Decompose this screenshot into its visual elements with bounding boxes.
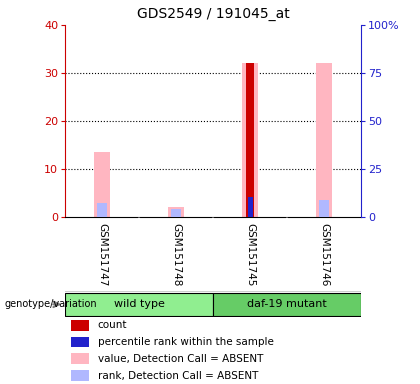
Bar: [247, 63, 254, 217]
Text: value, Detection Call = ABSENT: value, Detection Call = ABSENT: [98, 354, 263, 364]
Bar: [94, 152, 110, 217]
Bar: [213, 293, 361, 316]
Bar: [71, 370, 89, 381]
Bar: [97, 203, 107, 217]
Text: daf-19 mutant: daf-19 mutant: [247, 299, 327, 310]
Text: rank, Detection Call = ABSENT: rank, Detection Call = ABSENT: [98, 371, 258, 381]
Text: GSM151745: GSM151745: [245, 223, 255, 286]
Text: percentile rank within the sample: percentile rank within the sample: [98, 337, 273, 347]
Bar: [242, 63, 258, 217]
Bar: [319, 200, 329, 217]
Text: GSM151746: GSM151746: [319, 223, 329, 286]
Title: GDS2549 / 191045_at: GDS2549 / 191045_at: [137, 7, 289, 21]
Bar: [65, 293, 213, 316]
Bar: [168, 207, 184, 217]
Bar: [71, 320, 89, 331]
Bar: [171, 209, 181, 217]
Bar: [247, 197, 253, 217]
Text: GSM151747: GSM151747: [97, 223, 107, 286]
Text: GSM151748: GSM151748: [171, 223, 181, 286]
Text: wild type: wild type: [114, 299, 165, 310]
Bar: [71, 353, 89, 364]
Bar: [71, 337, 89, 348]
Text: count: count: [98, 320, 127, 330]
Bar: [316, 63, 332, 217]
Text: genotype/variation: genotype/variation: [4, 299, 97, 310]
